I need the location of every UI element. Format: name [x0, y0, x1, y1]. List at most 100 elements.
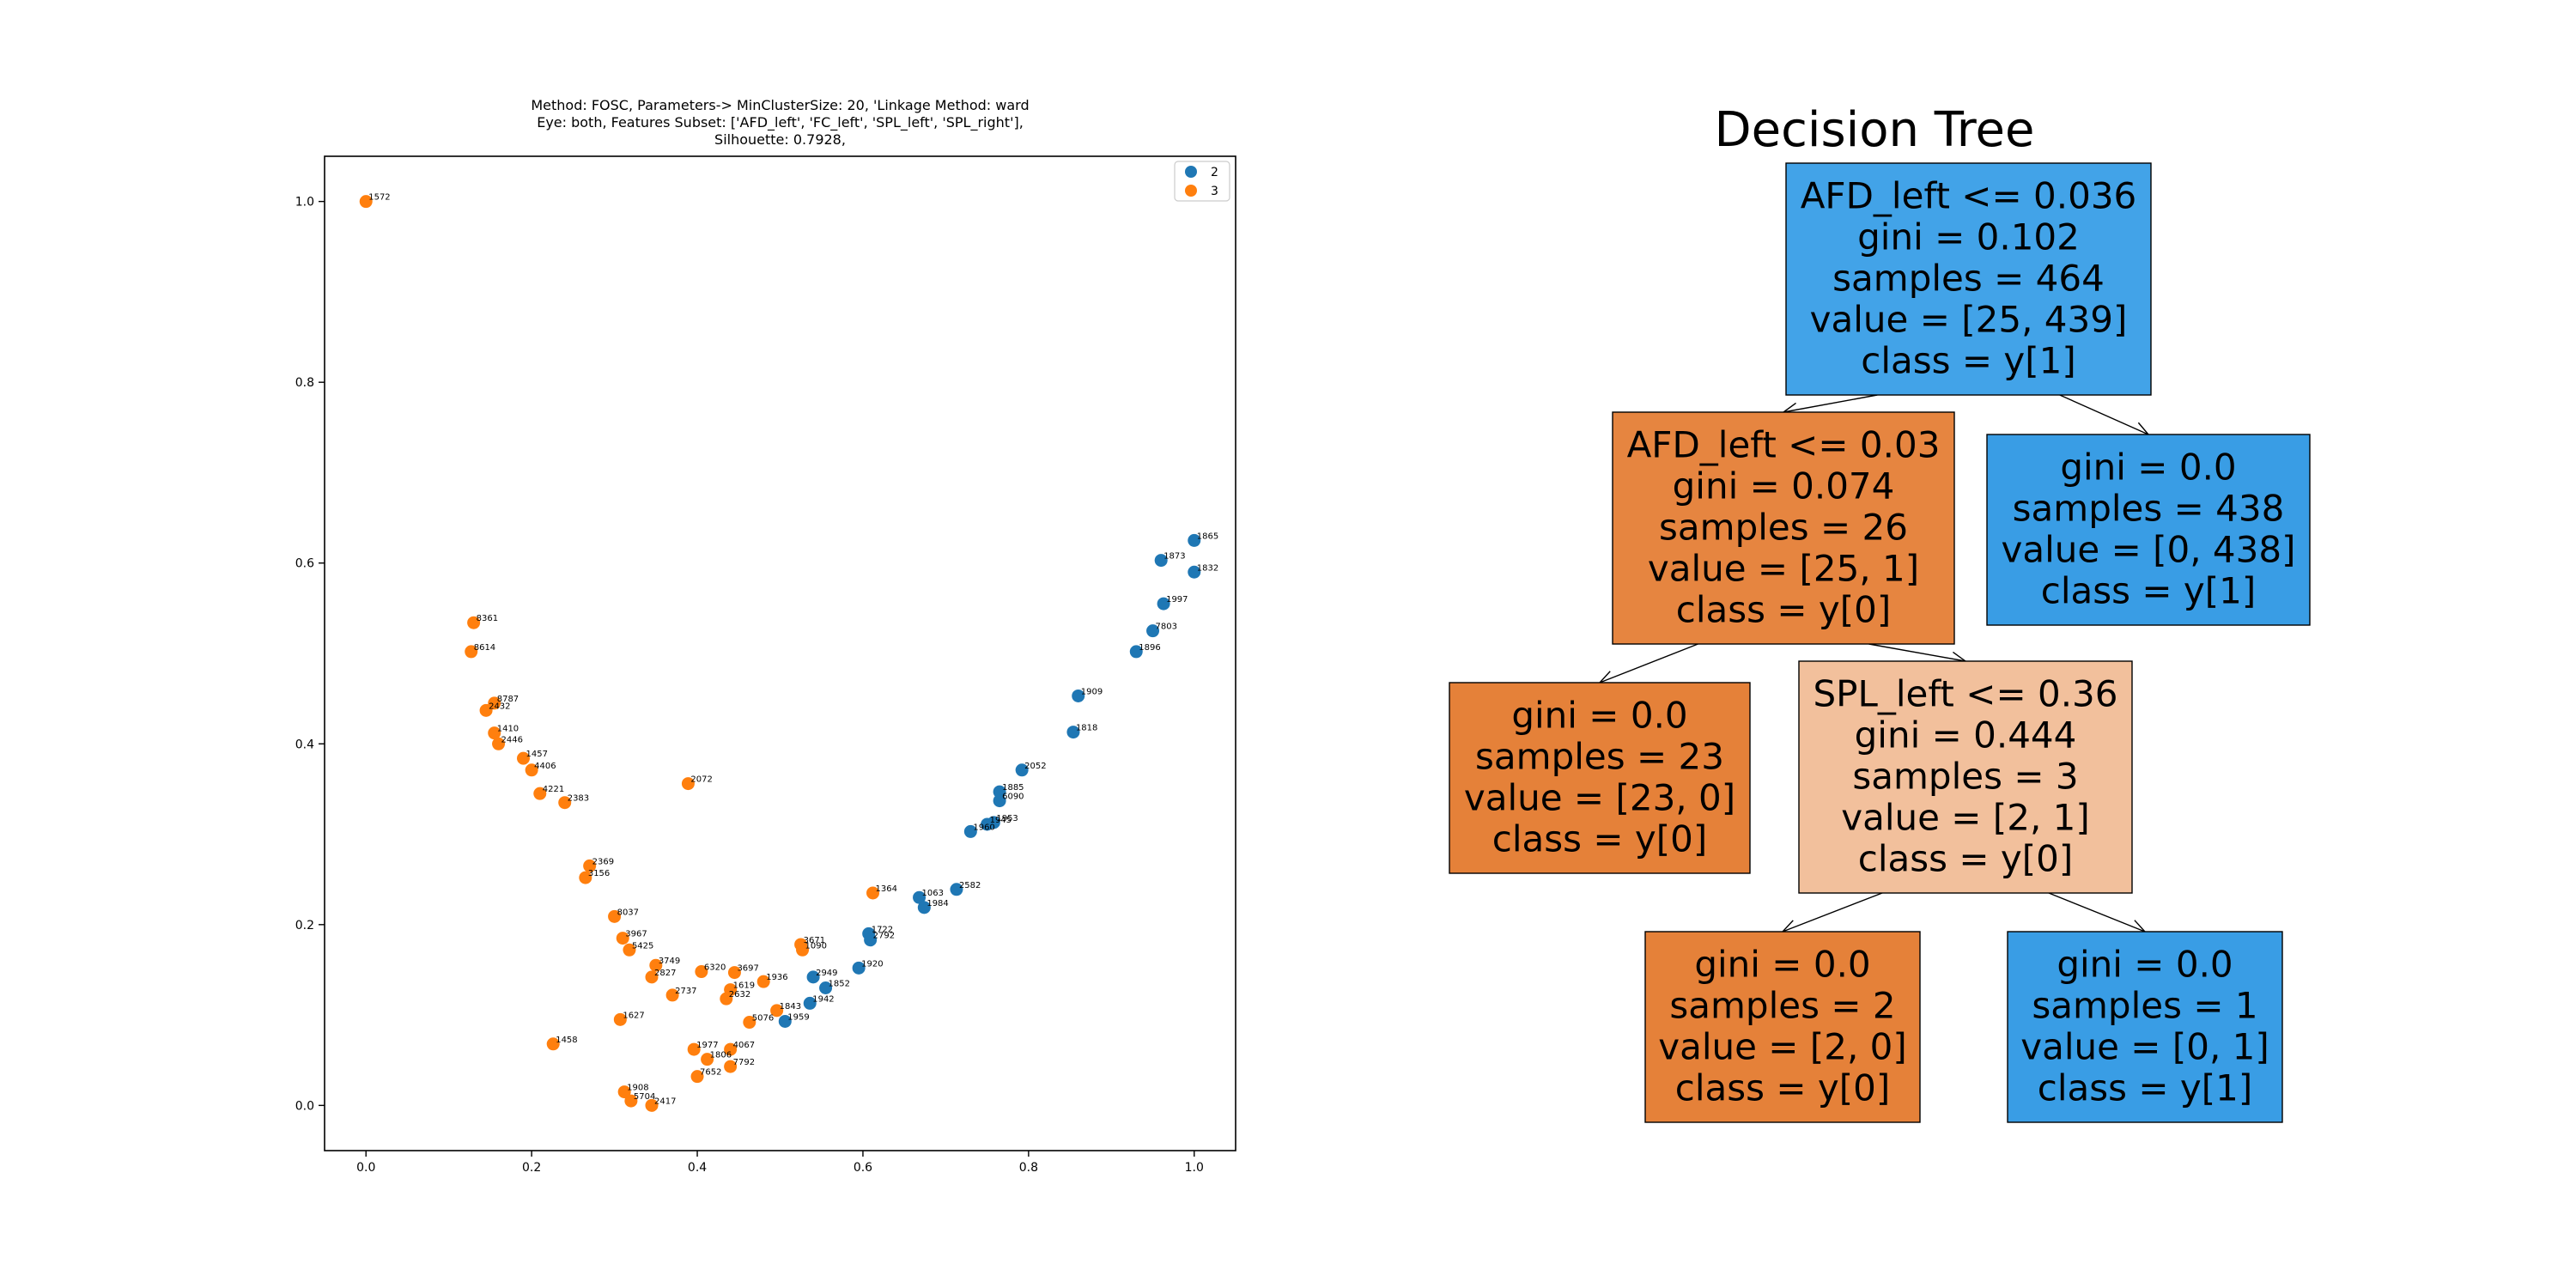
point-label: 2072 — [690, 775, 712, 785]
scatter-point-series-3 — [608, 909, 622, 923]
tree-node-text: class = y[0] — [1858, 837, 2074, 879]
point-label: 1873 — [1163, 552, 1185, 562]
scatter-point-series-2 — [852, 961, 866, 975]
scatter-point-series-3 — [796, 943, 810, 957]
tree-node-text: value = [2, 0] — [1658, 1025, 1907, 1067]
y-axis-ticks: 0.0 0.2 0.4 0.6 0.8 1.0 — [295, 196, 325, 1113]
point-label: 1852 — [829, 980, 850, 989]
scatter-point-series-2 — [1072, 689, 1085, 702]
point-label: 2417 — [654, 1097, 676, 1106]
tree-node-text: samples = 3 — [1852, 755, 2078, 797]
scatter-plot-panel: Method: FOSC, Parameters-> MinClusterSiz… — [295, 97, 1236, 1175]
scatter-point-series-3 — [546, 1037, 560, 1051]
point-label: 8037 — [617, 908, 639, 917]
scatter-point-series-3 — [488, 726, 501, 740]
tree-node-text: gini = 0.444 — [1855, 714, 2077, 756]
scatter-point-series-3 — [687, 1042, 701, 1056]
scatter-point-series-3 — [645, 1098, 659, 1112]
scatter-point-series-3 — [624, 1094, 638, 1108]
tree-node-text: gini = 0.0 — [1511, 694, 1687, 736]
point-label: 8787 — [497, 695, 519, 704]
scatter-point-series-3 — [756, 975, 770, 988]
point-label: 7792 — [733, 1058, 755, 1067]
scatter-point-series-3 — [613, 1012, 627, 1026]
scatter-plot-title: Method: FOSC, Parameters-> MinClusterSiz… — [531, 97, 1029, 148]
point-label: 2827 — [654, 969, 676, 978]
scatter-point-series-3 — [701, 1053, 714, 1066]
scatter-point-series-2 — [1188, 565, 1201, 579]
tree-node-text: gini = 0.102 — [1857, 216, 2080, 258]
scatter-point-series-3 — [690, 1070, 704, 1084]
point-label: 1896 — [1139, 643, 1160, 653]
scatter-point-series-2 — [993, 794, 1006, 808]
scatter-point-series-2 — [981, 817, 994, 831]
scatter-title-line: Silhouette: 0.7928, — [714, 131, 846, 148]
point-label: 2369 — [592, 857, 614, 866]
scatter-point-series-3 — [681, 777, 695, 791]
tree-node-box — [1986, 434, 2311, 626]
x-tick-label: 0.2 — [522, 1161, 541, 1175]
point-label: 1942 — [812, 994, 834, 1004]
point-label: 1457 — [526, 750, 547, 759]
x-tick-label: 0.8 — [1019, 1161, 1038, 1175]
scatter-point-series-3 — [616, 932, 629, 945]
scatter-point-series-3 — [645, 970, 659, 984]
point-label: 3156 — [588, 869, 610, 878]
point-label: 5425 — [632, 941, 653, 951]
tree-node-text: gini = 0.0 — [1694, 943, 1870, 985]
point-label: 1920 — [861, 959, 883, 969]
point-label: 2446 — [501, 735, 523, 744]
scatter-point-series-2 — [1066, 726, 1080, 739]
scatter-point-series-3 — [724, 1042, 738, 1056]
x-tick-label: 0.6 — [854, 1161, 872, 1175]
tree-node-box — [1798, 660, 2133, 894]
legend-box — [1174, 161, 1230, 202]
point-label: 6320 — [704, 963, 726, 973]
scatter-point-series-3 — [649, 958, 663, 972]
scatter-point-series-3 — [727, 966, 741, 980]
scatter-point-series-3 — [579, 871, 592, 884]
y-tick-label: 0.8 — [295, 376, 314, 390]
point-label: 5076 — [752, 1014, 774, 1024]
point-label: 1960 — [973, 823, 994, 832]
point-label: 2949 — [816, 969, 837, 978]
scatter-point-series-2 — [819, 981, 833, 995]
scatter-point-series-3 — [516, 751, 530, 765]
tree-node-box — [1785, 162, 2152, 396]
point-label: 1885 — [1002, 783, 1024, 793]
tree-node-text: value = [0, 1] — [2020, 1025, 2269, 1067]
scatter-point-series-2 — [917, 901, 931, 914]
tree-node-text: AFD_left <= 0.036 — [1801, 174, 2137, 216]
tree-node-text: gini = 0.0 — [2057, 943, 2233, 985]
tree-node-text: class = y[0] — [1675, 1066, 1891, 1109]
scatter-point-series-3 — [558, 796, 572, 810]
scatter-point-series-3 — [525, 763, 538, 777]
scatter-point-series-2 — [1146, 624, 1160, 638]
tree-edge — [1868, 643, 1966, 662]
scatter-point-series-3 — [359, 195, 373, 209]
point-label: 1832 — [1197, 563, 1218, 573]
scatter-point-series-3 — [743, 1016, 756, 1030]
tree-node-box — [2007, 931, 2283, 1123]
point-label: 3697 — [737, 964, 758, 974]
scatter-point-series-3 — [866, 886, 880, 900]
point-label: 2432 — [489, 702, 510, 711]
scatter-points — [359, 195, 1201, 1112]
scatter-point-series-3 — [467, 616, 481, 629]
scatter-point-labels: 1865 1873 1832 1997 7803 1896 1909 1818 2052 1885… — [368, 193, 1218, 1107]
point-label: 7803 — [1156, 623, 1177, 632]
tree-node-text: SPL_left <= 0.36 — [1813, 672, 2117, 714]
scatter-point-series-2 — [803, 996, 817, 1010]
scatter-point-series-2 — [913, 890, 927, 904]
point-label: 2383 — [568, 794, 589, 804]
point-label: 1063 — [922, 889, 944, 898]
point-label: 1908 — [627, 1084, 648, 1093]
point-label: 1936 — [766, 973, 787, 982]
